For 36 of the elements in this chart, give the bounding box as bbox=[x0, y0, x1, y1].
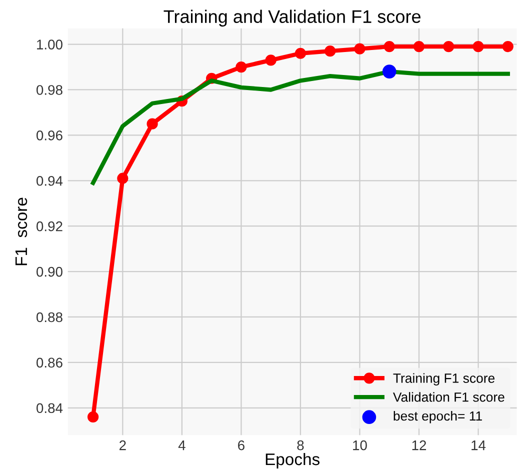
x-tick-label: 6 bbox=[238, 440, 244, 450]
point bbox=[87, 411, 99, 423]
y-tick-label: 0.92 bbox=[36, 221, 62, 232]
point bbox=[324, 46, 336, 57]
point bbox=[502, 41, 514, 52]
y-tick-label: 0.88 bbox=[36, 312, 62, 322]
point bbox=[294, 48, 306, 59]
x-axis-title: Epochs bbox=[266, 452, 320, 469]
y-tick-label: 0.98 bbox=[36, 85, 62, 95]
y-tick-label: 0.84 bbox=[36, 403, 63, 414]
x-tick-label: 14 bbox=[472, 440, 486, 450]
point bbox=[472, 41, 484, 52]
point bbox=[443, 41, 454, 52]
legend-label: Training F1 score bbox=[393, 373, 495, 386]
y-tick-label: 0.90 bbox=[36, 266, 62, 277]
chart-title: Training and Validation F1 score bbox=[164, 10, 420, 27]
legend-label: best epoch= 11 bbox=[394, 410, 482, 424]
x-tick-label: 8 bbox=[297, 440, 304, 450]
point bbox=[236, 61, 247, 73]
y-tick-label: 1.00 bbox=[37, 40, 62, 50]
point bbox=[354, 43, 366, 54]
point bbox=[382, 64, 396, 78]
point bbox=[413, 41, 425, 52]
y-tick-label: 0.86 bbox=[36, 358, 62, 368]
x-tick-label: 12 bbox=[412, 440, 426, 450]
point bbox=[384, 41, 395, 52]
point bbox=[146, 118, 158, 130]
point bbox=[265, 54, 276, 66]
x-tick-label: 10 bbox=[353, 440, 367, 450]
legend-label: Validation F1 score bbox=[393, 392, 504, 402]
x-tick-label: 2 bbox=[120, 440, 126, 450]
y-tick-label: 0.96 bbox=[36, 130, 62, 140]
point bbox=[117, 172, 128, 184]
x-tick-label: 4 bbox=[178, 440, 186, 450]
y-tick-label: 0.94 bbox=[36, 176, 63, 186]
y-axis-title: F1 score bbox=[15, 198, 28, 266]
